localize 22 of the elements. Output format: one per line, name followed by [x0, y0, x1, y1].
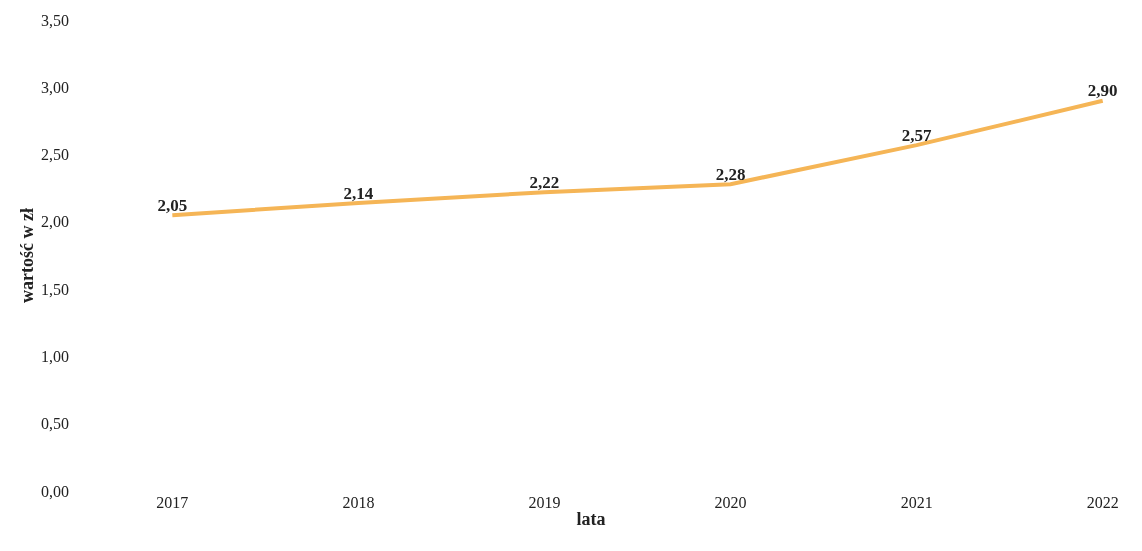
data-label: 2,28 — [715, 164, 746, 184]
y-tick-label: 2,00 — [41, 213, 69, 231]
x-axis-title: lata — [576, 509, 606, 530]
data-label: 2,57 — [901, 125, 933, 145]
x-tick-label: 2021 — [900, 494, 933, 511]
y-tick-label: 3,50 — [41, 11, 69, 29]
y-tick-label: 1,50 — [41, 280, 69, 298]
x-tick-label: 2019 — [528, 494, 561, 511]
x-tick-label: 2018 — [342, 494, 375, 511]
y-tick-label: 2,50 — [41, 146, 69, 164]
x-tick-label: 2017 — [156, 494, 189, 511]
y-tick-label: 0,00 — [41, 482, 69, 500]
x-tick-label: 2020 — [714, 494, 747, 511]
data-label: 2,90 — [1087, 81, 1118, 101]
data-label: 2,22 — [529, 173, 560, 192]
x-tick-label: 2022 — [1086, 494, 1119, 511]
y-tick-label: 3,00 — [41, 78, 69, 96]
y-axis-title: wartość w zł — [17, 208, 38, 303]
y-tick-label: 1,00 — [41, 348, 69, 366]
data-label: 2,14 — [343, 183, 374, 203]
y-tick-label: 0,50 — [41, 415, 69, 433]
data-label: 2,05 — [157, 195, 188, 215]
